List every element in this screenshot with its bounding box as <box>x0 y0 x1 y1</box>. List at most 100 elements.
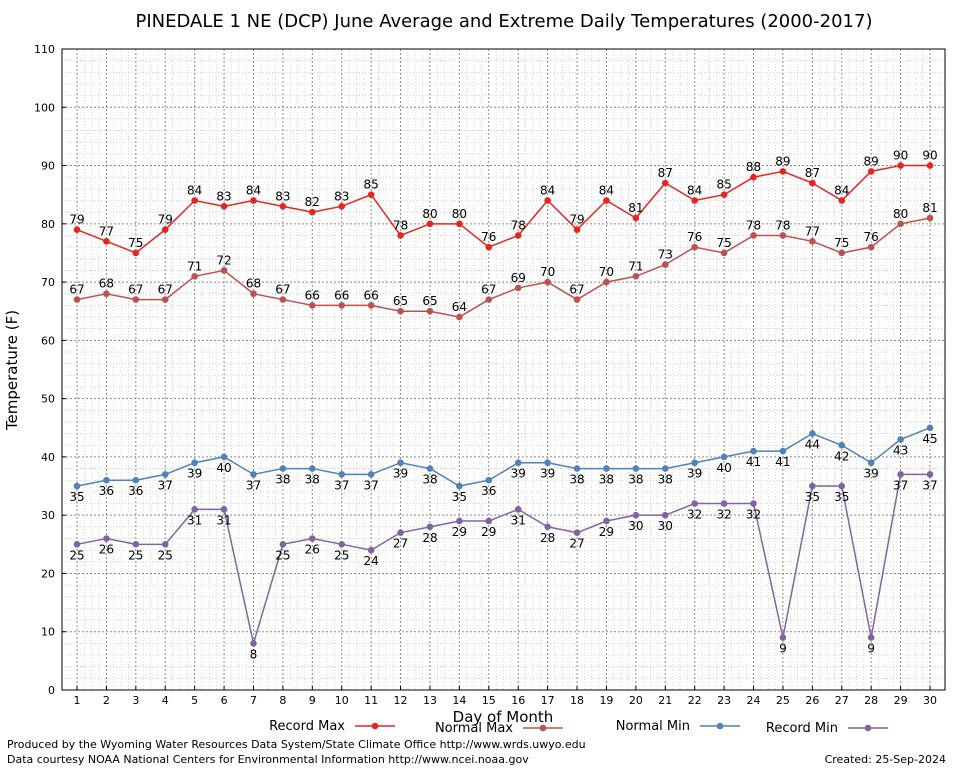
data-point-record-max <box>485 243 493 251</box>
data-point-record-max <box>397 232 404 239</box>
data-point-record-min <box>779 634 787 641</box>
data-label-record-max: 84 <box>687 184 702 198</box>
data-point-normal-min <box>867 459 875 467</box>
data-label-normal-min: 38 <box>305 473 320 487</box>
data-label-normal-min: 39 <box>393 467 408 481</box>
data-label-normal-min: 36 <box>481 484 496 498</box>
data-point-record-min <box>750 500 757 507</box>
data-point-record-max <box>456 220 463 228</box>
y-axis-ticks: 0 10 20 30 40 50 60 70 80 90 100 110 <box>34 43 66 697</box>
footer-data-courtesy: Data courtesy NOAA National Centers for … <box>7 753 529 766</box>
data-label-normal-max: 76 <box>687 230 702 244</box>
data-label-normal-max: 67 <box>569 283 584 297</box>
legend-label-normal-max: Normal Max <box>435 721 513 736</box>
data-point-normal-min <box>279 465 287 472</box>
y-tick-label: 20 <box>41 567 55 580</box>
data-point-record-max <box>544 197 551 204</box>
data-point-record-max <box>161 226 169 233</box>
y-tick-label: 30 <box>41 509 55 522</box>
data-point-normal-min <box>603 465 610 472</box>
data-label-record-max: 84 <box>599 184 614 198</box>
data-label-normal-max: 69 <box>511 271 526 285</box>
data-label-record-max: 83 <box>216 189 231 203</box>
data-label-record-min: 31 <box>216 513 231 527</box>
data-label-normal-min: 36 <box>128 484 143 498</box>
data-point-normal-min <box>426 465 434 472</box>
data-point-record-max <box>809 179 816 187</box>
data-label-record-max: 80 <box>452 207 467 221</box>
data-label-record-min: 26 <box>305 542 320 556</box>
x-tick-label: 20 <box>629 694 643 707</box>
series-line-record-min <box>76 473 930 644</box>
data-label-normal-max: 67 <box>69 283 84 297</box>
data-label-record-min: 28 <box>540 531 555 545</box>
data-label-normal-max: 66 <box>305 288 320 302</box>
data-point-record-min <box>132 541 140 548</box>
data-label-record-max: 88 <box>746 160 761 174</box>
data-label-record-max: 77 <box>99 224 114 238</box>
data-point-normal-min <box>191 459 198 467</box>
data-point-record-max <box>191 197 198 204</box>
data-point-record-min <box>161 541 169 548</box>
data-point-normal-max <box>132 296 140 303</box>
x-tick-label: 5 <box>191 694 198 707</box>
data-point-normal-max <box>161 296 169 303</box>
data-label-normal-max: 73 <box>658 248 673 262</box>
legend-marker-record-min <box>864 724 872 732</box>
data-label-normal-max: 81 <box>922 201 937 215</box>
data-label-record-min: 8 <box>250 647 258 661</box>
data-label-normal-min: 37 <box>363 478 378 492</box>
data-point-normal-min <box>456 482 463 490</box>
y-tick-label: 40 <box>41 451 55 464</box>
data-label-normal-min: 38 <box>422 473 437 487</box>
plot-frame <box>61 48 946 691</box>
data-point-record-min <box>926 471 934 478</box>
x-axis-ticks: 1 2 3 4 5 6 7 8 9 10 11 12 13 14 15 16 17 18 19 20 21 22 23 24 2… <box>74 686 937 707</box>
data-point-normal-max <box>838 249 846 257</box>
legend-label-normal-min: Normal Min <box>616 719 690 734</box>
data-label-normal-min: 38 <box>275 473 290 487</box>
data-point-record-max <box>867 168 875 175</box>
data-label-normal-max: 66 <box>363 288 378 302</box>
data-label-record-min: 25 <box>334 548 349 562</box>
x-tick-label: 21 <box>658 694 672 707</box>
data-point-normal-max <box>191 272 198 280</box>
legend-marker-normal-min <box>716 722 724 730</box>
data-label-normal-min: 43 <box>893 443 908 457</box>
x-tick-label: 10 <box>335 694 349 707</box>
data-label-normal-max: 67 <box>158 283 173 297</box>
data-point-record-max <box>838 197 846 204</box>
legend-entry-record-max: Record Max <box>269 719 395 734</box>
data-label-normal-max: 76 <box>864 230 879 244</box>
y-tick-label: 50 <box>41 393 55 406</box>
data-point-normal-min <box>367 471 375 478</box>
data-point-normal-min <box>514 459 522 467</box>
x-tick-label: 25 <box>776 694 790 707</box>
data-point-record-max <box>661 179 669 187</box>
data-point-record-max <box>897 162 904 169</box>
legend-entry-normal-min: Normal Min <box>616 719 740 734</box>
x-tick-label: 18 <box>570 694 584 707</box>
data-label-normal-min: 35 <box>69 490 84 504</box>
legend-marker-record-max <box>371 722 379 730</box>
y-tick-label: 60 <box>41 334 55 347</box>
series-layer: 79 77 75 79 84 83 84 83 82 83 85 78 80 80 76 78 84 79 84 81… <box>69 149 937 662</box>
data-label-record-min: 27 <box>393 537 408 551</box>
data-point-record-min <box>603 517 610 525</box>
series-line-record-max <box>76 164 930 254</box>
x-tick-label: 12 <box>394 694 408 707</box>
data-label-record-min: 35 <box>805 490 820 504</box>
data-label-normal-min: 38 <box>658 473 673 487</box>
data-point-normal-max <box>809 238 816 245</box>
data-point-normal-max <box>456 313 463 321</box>
data-label-record-max: 75 <box>128 236 143 250</box>
data-point-record-max <box>632 214 640 222</box>
data-label-record-max: 83 <box>334 189 349 203</box>
data-label-record-min: 28 <box>422 531 437 545</box>
data-point-normal-max <box>926 214 934 222</box>
data-label-normal-max: 78 <box>746 218 761 232</box>
data-point-record-max <box>426 220 434 228</box>
data-point-normal-min <box>897 436 904 443</box>
data-point-normal-max <box>220 267 228 274</box>
data-point-normal-min <box>720 453 728 461</box>
